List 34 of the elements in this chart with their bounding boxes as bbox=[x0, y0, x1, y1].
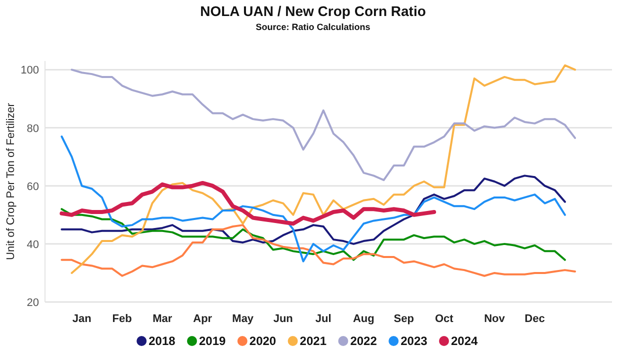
line-series bbox=[60, 135, 566, 262]
x-tick-label: Apr bbox=[193, 313, 213, 325]
x-tick-label: Mar bbox=[152, 313, 173, 325]
line-series bbox=[60, 180, 436, 226]
x-tick-label: Oct bbox=[434, 313, 454, 325]
y-tick-label: 60 bbox=[26, 180, 39, 193]
y-tick-label: 100 bbox=[20, 64, 39, 77]
line-series bbox=[60, 174, 566, 245]
legend-label: 2022 bbox=[350, 334, 378, 348]
x-tick-label: Jun bbox=[273, 313, 294, 325]
x-tick-label: Feb bbox=[112, 313, 132, 325]
x-tick-label: May bbox=[232, 313, 254, 325]
line-series bbox=[60, 208, 566, 261]
y-tick-label: 20 bbox=[26, 297, 39, 309]
line-series bbox=[70, 68, 576, 182]
legend-label: 2020 bbox=[249, 334, 276, 348]
line-series bbox=[70, 64, 576, 274]
legend-label: 2018 bbox=[148, 334, 176, 348]
legend-label: 2024 bbox=[451, 334, 478, 348]
x-tick-label: Jul bbox=[315, 313, 332, 325]
x-tick-label: Aug bbox=[352, 313, 374, 325]
y-axis-title: Unit of Crop Per Ton of Fertilizer bbox=[5, 102, 17, 260]
x-tick-label: Nov bbox=[484, 313, 506, 325]
legend-label: 2023 bbox=[400, 334, 428, 348]
line-series bbox=[60, 224, 576, 277]
y-tick-label: 40 bbox=[26, 238, 39, 251]
y-tick-label: 80 bbox=[26, 122, 39, 135]
chart-title: NOLA UAN / New Crop Corn Ratio bbox=[200, 3, 426, 19]
legend-label: 2019 bbox=[199, 334, 226, 348]
chart-subtitle: Source: Ratio Calculations bbox=[256, 22, 370, 32]
x-tick-label: Sep bbox=[394, 313, 414, 325]
legend-label: 2021 bbox=[300, 334, 327, 348]
x-tick-label: Jan bbox=[72, 313, 92, 325]
x-tick-label: Dec bbox=[524, 313, 545, 325]
